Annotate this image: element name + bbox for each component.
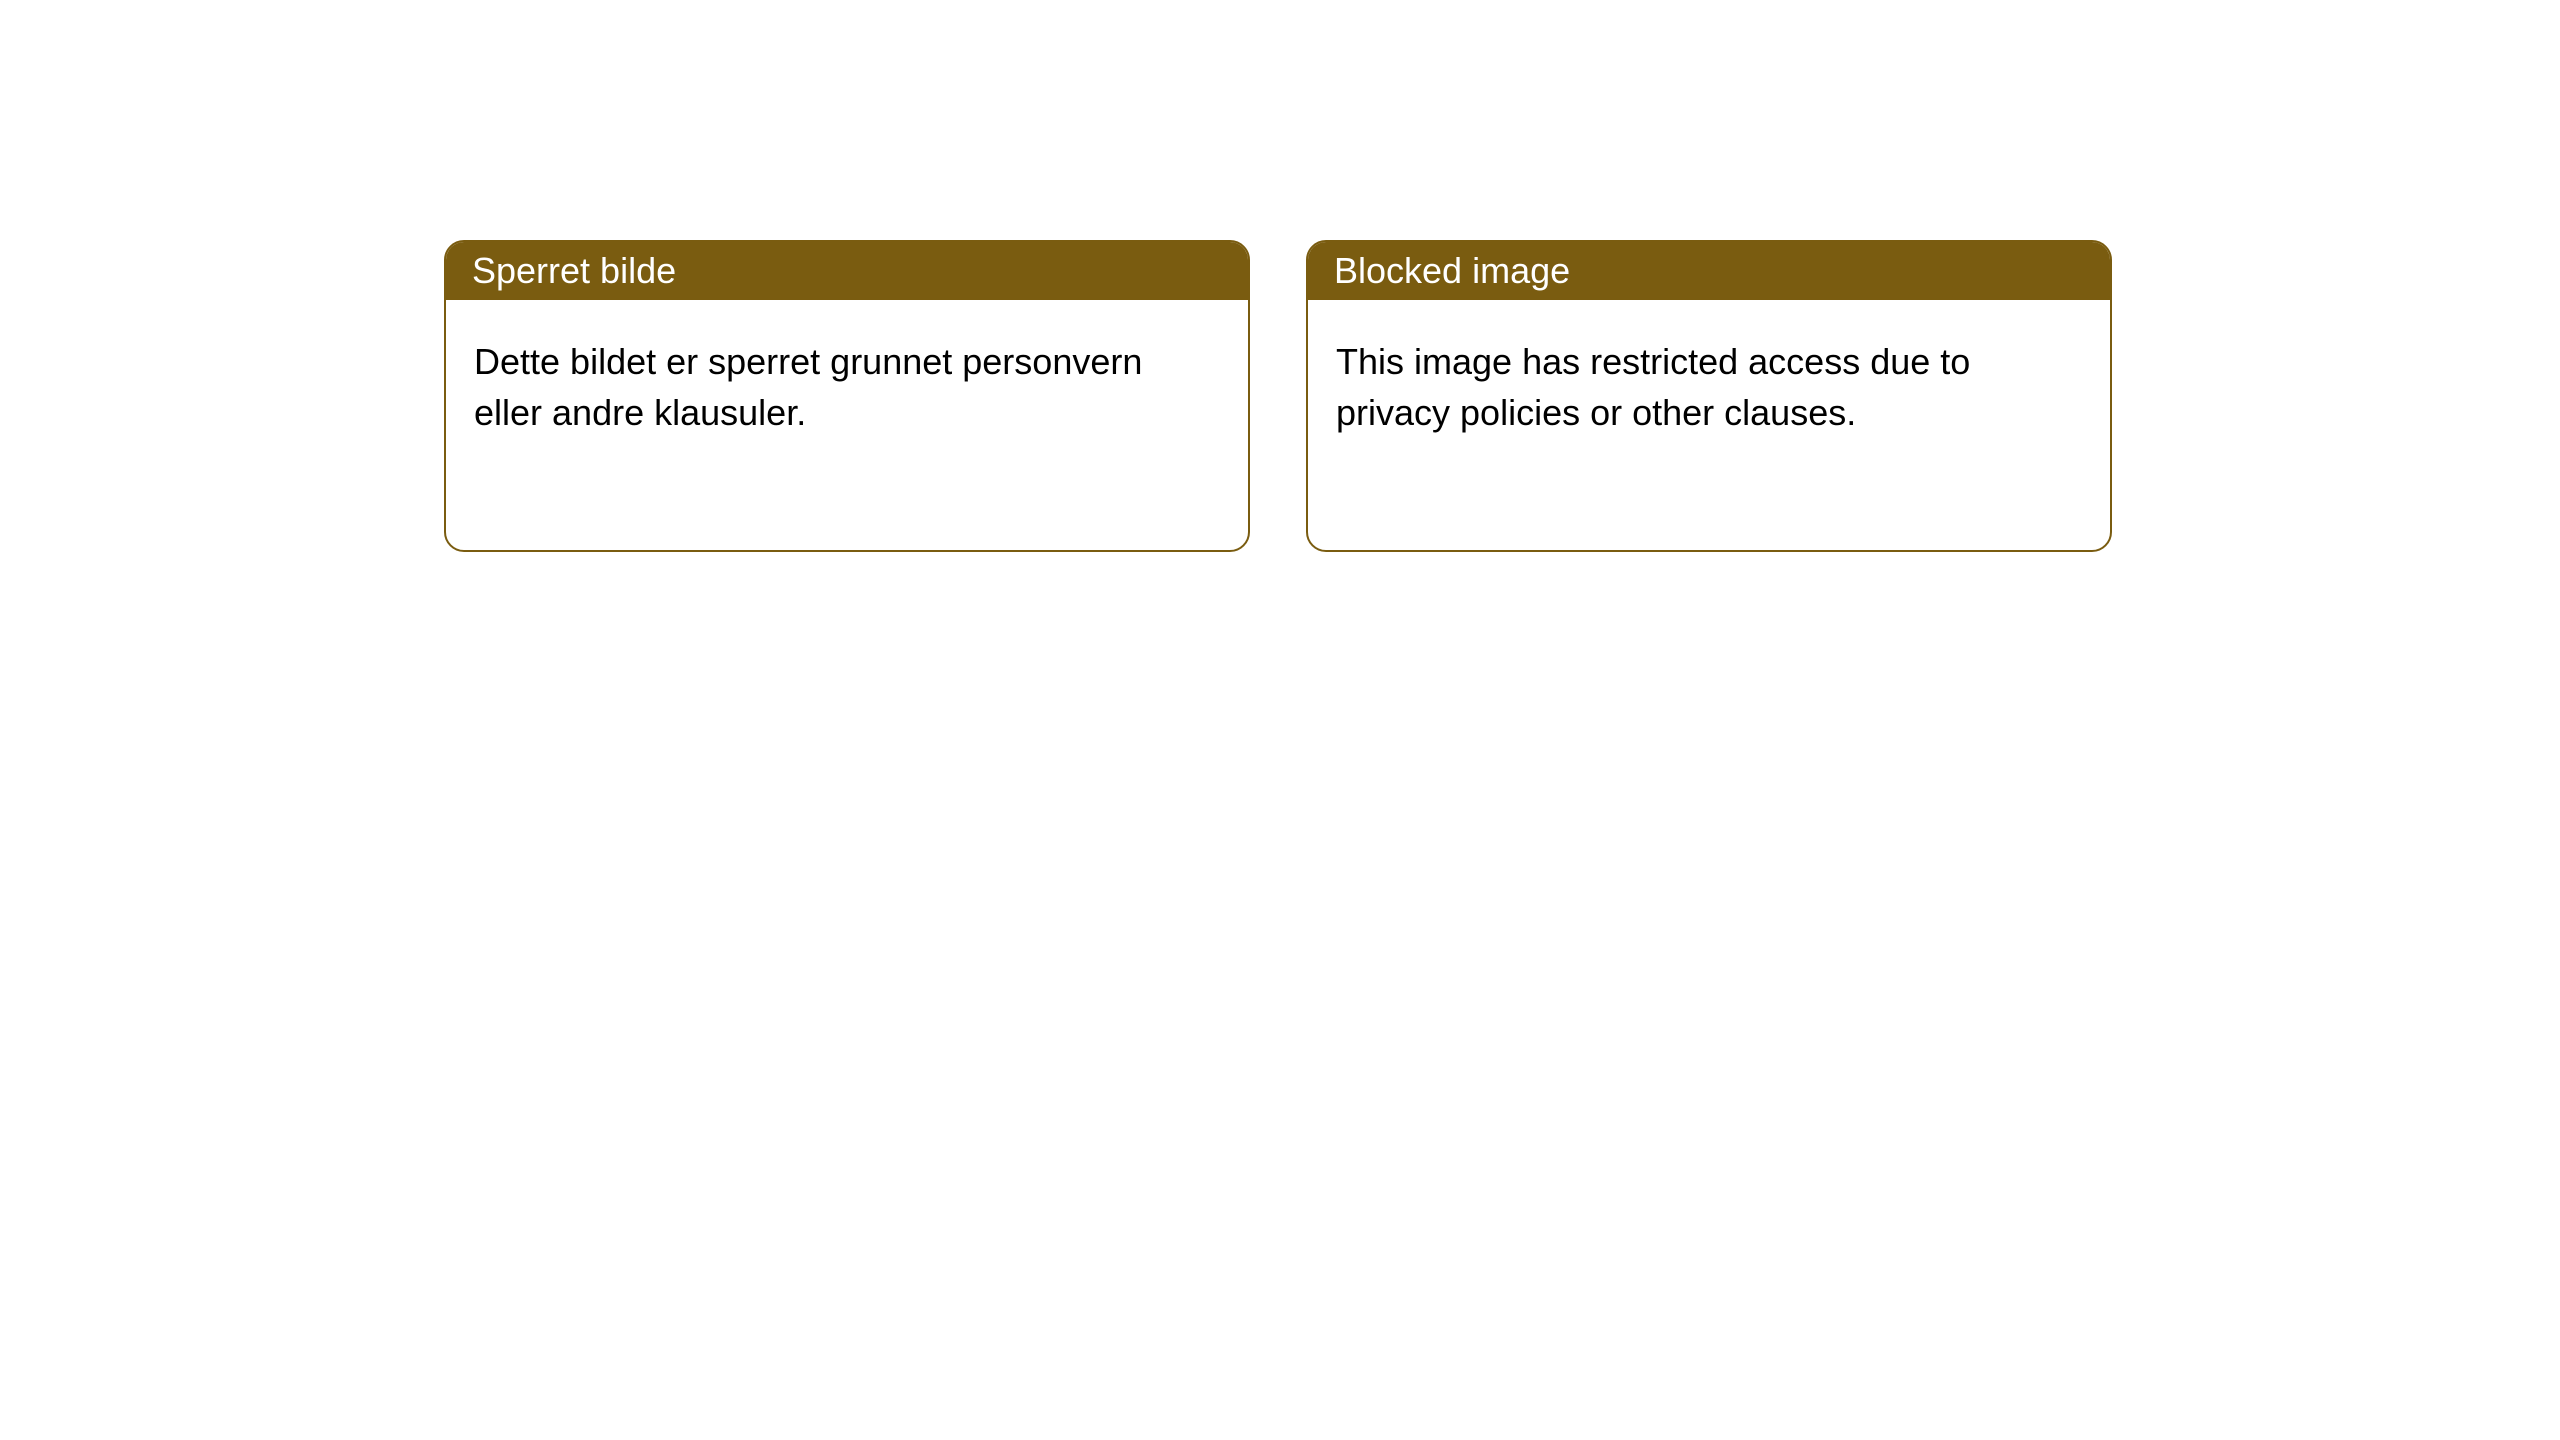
notice-header: Sperret bilde — [446, 242, 1248, 300]
notice-body: This image has restricted access due to … — [1308, 300, 2110, 550]
notice-header: Blocked image — [1308, 242, 2110, 300]
notice-container: Sperret bilde Dette bildet er sperret gr… — [444, 240, 2112, 552]
notice-body: Dette bildet er sperret grunnet personve… — [446, 300, 1248, 550]
notice-box-english: Blocked image This image has restricted … — [1306, 240, 2112, 552]
notice-box-norwegian: Sperret bilde Dette bildet er sperret gr… — [444, 240, 1250, 552]
